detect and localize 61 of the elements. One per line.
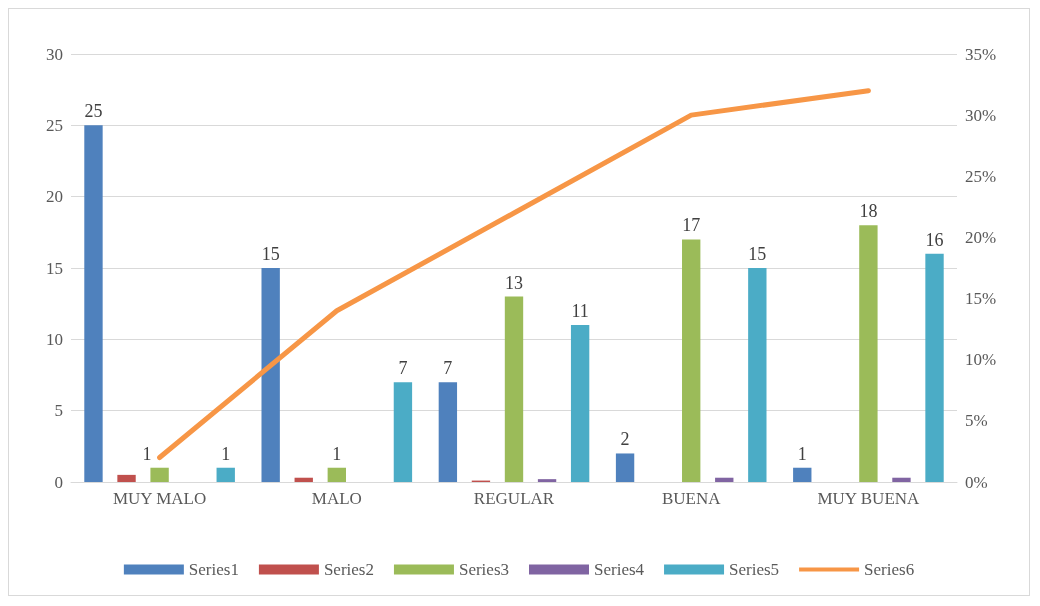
data-label: 1 xyxy=(332,443,342,464)
bar xyxy=(682,239,701,482)
legend-label: Series4 xyxy=(594,560,645,579)
bar xyxy=(925,253,944,482)
bar xyxy=(793,467,812,482)
bar xyxy=(150,467,169,482)
bar xyxy=(570,325,590,482)
y-tick-label: 0 xyxy=(54,472,63,492)
data-label: 17 xyxy=(682,215,701,236)
data-label: 16 xyxy=(925,229,944,250)
data-label: 1 xyxy=(797,443,807,464)
data-label: 7 xyxy=(398,358,408,379)
y-tick-label: 20 xyxy=(46,187,63,207)
x-tick-label: MALO xyxy=(311,489,362,508)
data-label: 15 xyxy=(748,244,767,264)
x-tick-label: MUY MALO xyxy=(112,489,207,508)
legend-label: Series5 xyxy=(729,560,780,579)
y-tick-label: 15 xyxy=(46,258,63,278)
bar xyxy=(504,296,524,482)
bar xyxy=(216,467,235,482)
data-label: 2 xyxy=(620,429,630,450)
y2-tick-label: 25% xyxy=(965,166,997,186)
y2-tick-label: 35% xyxy=(965,44,997,64)
legend-label: Series1 xyxy=(188,560,239,579)
bar xyxy=(294,477,313,482)
data-label: 1 xyxy=(142,443,152,464)
legend-label: Series6 xyxy=(864,560,915,579)
bar xyxy=(327,467,346,482)
bar xyxy=(715,477,734,482)
data-label: 18 xyxy=(859,201,878,222)
legend-label: Series3 xyxy=(458,560,509,579)
x-tick-label: MUY BUENA xyxy=(817,489,921,508)
y-tick-label: 25 xyxy=(46,115,63,135)
bar xyxy=(537,479,557,482)
data-label: 11 xyxy=(571,301,589,322)
bar xyxy=(393,382,413,482)
y-tick-label: 5 xyxy=(54,401,63,421)
bar xyxy=(615,453,635,482)
bar xyxy=(748,268,767,482)
y2-tick-label: 15% xyxy=(965,289,997,309)
bar xyxy=(438,382,458,482)
x-tick-label: REGULAR xyxy=(473,489,555,508)
y2-tick-label: 10% xyxy=(965,350,997,370)
y2-tick-label: 5% xyxy=(965,411,988,431)
bar xyxy=(261,268,280,482)
bar xyxy=(117,474,136,482)
y-tick-label: 10 xyxy=(46,329,63,349)
y2-tick-label: 0% xyxy=(965,472,988,492)
bar xyxy=(892,477,911,482)
bar xyxy=(84,125,103,482)
y2-tick-label: 30% xyxy=(965,105,997,125)
x-tick-label: BUENA xyxy=(661,489,722,508)
bar xyxy=(859,225,878,482)
legend-label: Series2 xyxy=(323,560,374,579)
data-label: 25 xyxy=(84,101,103,122)
data-label: 7 xyxy=(443,358,453,379)
y-tick-label: 30 xyxy=(46,44,63,64)
y2-tick-label: 20% xyxy=(965,227,997,247)
data-label: 15 xyxy=(261,244,280,264)
data-label: 1 xyxy=(221,443,231,464)
data-label: 13 xyxy=(505,272,523,293)
